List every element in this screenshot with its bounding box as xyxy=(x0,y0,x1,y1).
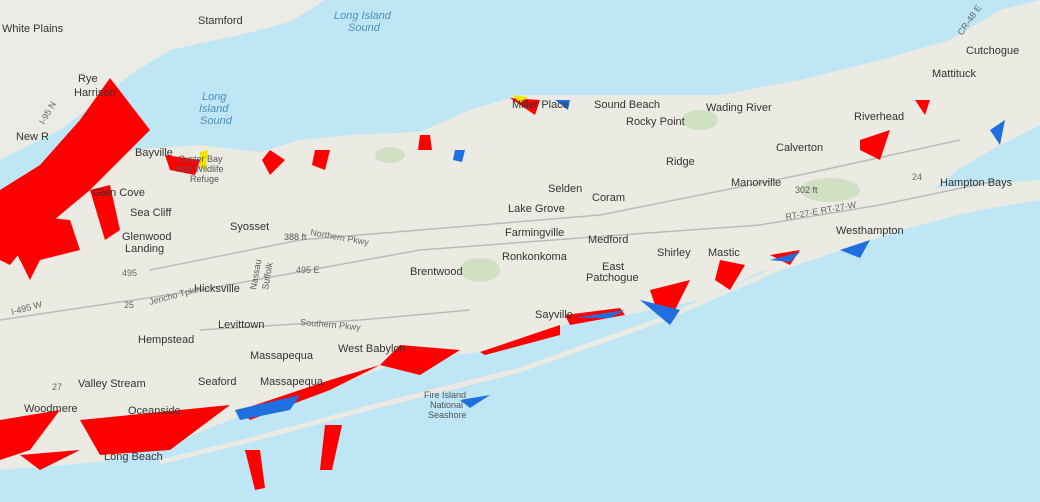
barrier-island xyxy=(159,187,1040,465)
place-label: Hampton Bays xyxy=(940,177,1013,189)
place-label: Landing xyxy=(125,243,164,255)
place-label: Woodmere xyxy=(24,403,78,415)
place-label: Calverton xyxy=(776,142,823,154)
place-label: Manorville xyxy=(731,177,781,189)
place-label: Massapequa xyxy=(250,350,314,362)
place-label: Medford xyxy=(588,234,628,246)
place-label: Stamford xyxy=(198,15,243,27)
parks xyxy=(375,110,860,282)
place-label: Mastic xyxy=(708,247,740,259)
water-label: Sound xyxy=(348,22,381,34)
place-label: Glen Cove xyxy=(93,187,145,199)
road-label: 25 xyxy=(124,300,134,310)
place-label: Oceanside xyxy=(128,405,181,417)
place-label: Westhampton xyxy=(836,225,904,237)
feature-label: Refuge xyxy=(190,174,219,184)
wildlife-area xyxy=(200,95,528,170)
place-label: Hicksville xyxy=(194,283,240,295)
place-label: Patchogue xyxy=(586,272,639,284)
water-label: Island xyxy=(199,103,229,115)
road-label: 27 xyxy=(52,382,62,392)
water-label: Long xyxy=(202,91,227,103)
place-labels: White Plains Stamford Rye Harrison New R… xyxy=(2,15,1019,463)
place-label: Valley Stream xyxy=(78,378,146,390)
place-label: Sayville xyxy=(535,309,573,321)
road-label: 495 E xyxy=(296,265,320,275)
place-label: Hempstead xyxy=(138,334,194,346)
place-label: Riverhead xyxy=(854,111,904,123)
place-label: Harrison xyxy=(74,87,116,99)
place-label: Syosset xyxy=(230,221,269,233)
place-label: Sound Beach xyxy=(594,99,660,111)
place-label: Seaford xyxy=(198,376,237,388)
place-label: Levittown xyxy=(218,319,264,331)
place-label: New R xyxy=(16,131,49,143)
place-label: Rye xyxy=(78,73,98,85)
place-label: Mattituck xyxy=(932,68,977,80)
water-label: Long Island xyxy=(334,10,392,22)
place-label: Lake Grove xyxy=(508,203,565,215)
place-label: Massapequa xyxy=(260,376,324,388)
feature-label: Suffolk xyxy=(260,261,275,290)
roads xyxy=(0,139,1001,331)
place-label: Sea Cliff xyxy=(130,207,172,219)
place-label: Bayville xyxy=(135,147,173,159)
place-label: Ridge xyxy=(666,156,695,168)
water-label: Sound xyxy=(200,115,233,127)
road-label: 24 xyxy=(912,172,922,182)
place-label: Selden xyxy=(548,183,582,195)
water-labels: Long Island Sound Long Island Sound xyxy=(199,10,392,127)
place-label: Shirley xyxy=(657,247,691,259)
road-label: 495 xyxy=(122,268,137,278)
flood-zone-moderate xyxy=(235,100,1005,420)
feature-label: Fire Island xyxy=(424,390,466,400)
place-label: Glenwood xyxy=(122,231,172,243)
mainland xyxy=(0,0,325,160)
place-label: Rocky Point xyxy=(626,116,685,128)
place-label: Coram xyxy=(592,192,625,204)
long-island xyxy=(0,0,1040,470)
feature-label: Seashore xyxy=(428,410,467,420)
feature-label: 388 ft xyxy=(284,232,307,242)
place-label: Ronkonkoma xyxy=(502,251,568,263)
feature-label: National xyxy=(430,400,463,410)
place-label: Miller Place xyxy=(512,99,569,111)
place-label: West Babylon xyxy=(338,343,406,355)
feature-label: Natl Wildlife xyxy=(176,164,224,174)
feature-label: 302 ft xyxy=(795,185,818,195)
feature-label: Oyster Bay xyxy=(178,154,223,164)
place-label: Farmingville xyxy=(505,227,564,239)
place-label: Wading River xyxy=(706,102,772,114)
place-label: East xyxy=(602,261,624,273)
place-label: Cutchogue xyxy=(966,45,1019,57)
place-label: Brentwood xyxy=(410,266,463,278)
place-label: Long Beach xyxy=(104,451,163,463)
place-label: White Plains xyxy=(2,23,64,35)
